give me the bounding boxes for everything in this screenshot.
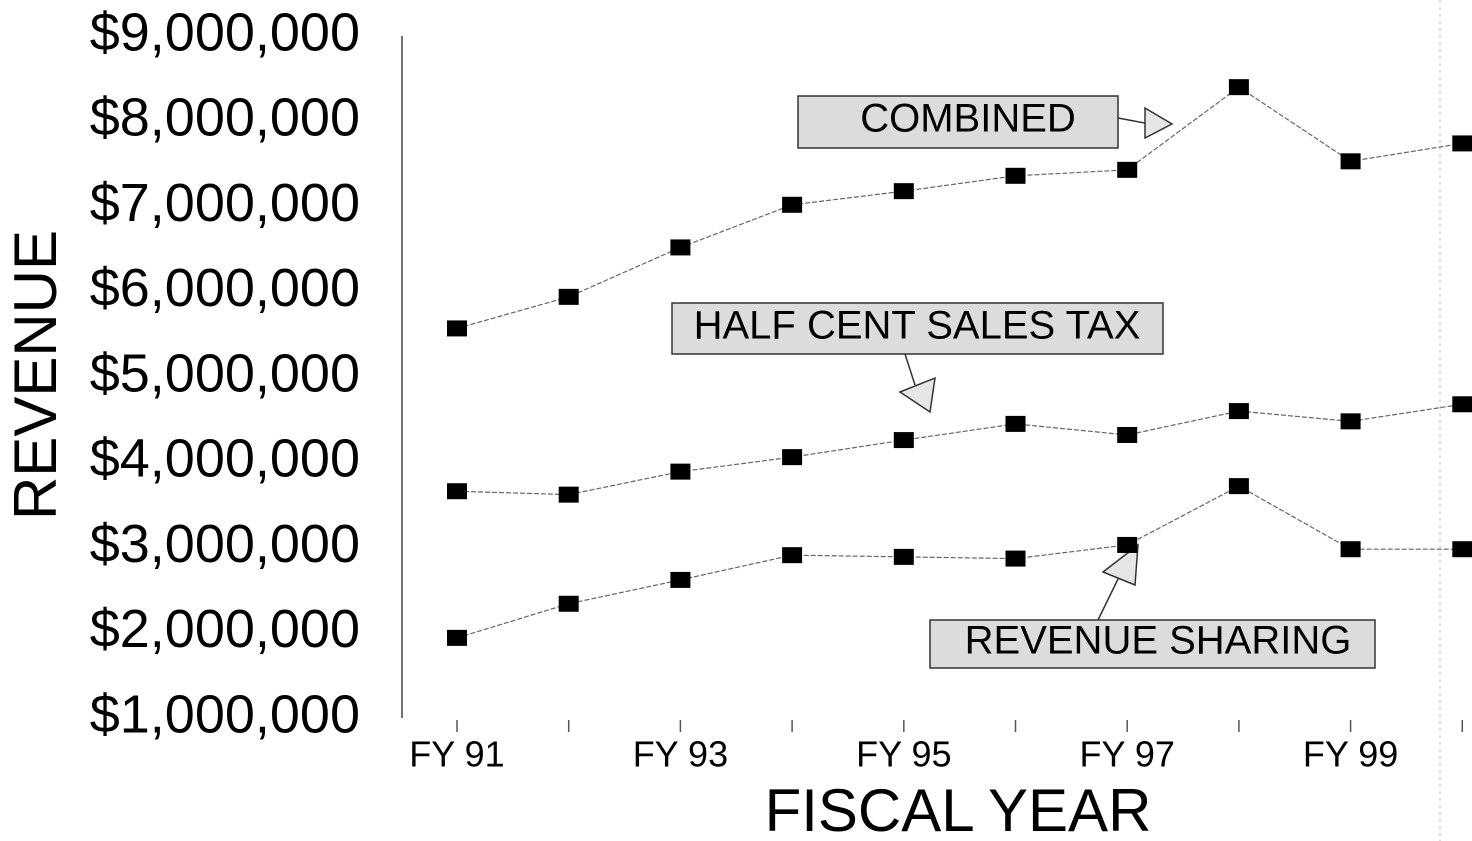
y-tick-label: $4,000,000 [90,429,360,489]
data-point [893,432,914,449]
data-point [1005,167,1026,184]
data-point [893,183,914,200]
data-point [1117,536,1138,553]
series-line [456,86,1463,329]
y-tick-label: $6,000,000 [90,258,360,318]
y-tick-label: $7,000,000 [90,173,360,233]
y-tick-label: $1,000,000 [90,684,360,744]
y-tick-label: $8,000,000 [90,88,360,148]
data-point [670,571,691,588]
data-point [782,547,803,564]
data-point [1228,403,1249,420]
data-point [558,486,579,503]
data-point [558,595,579,612]
data-point [447,483,467,500]
annotation-label: COMBINED [860,97,1076,141]
data-point [1340,541,1361,558]
y-tick-label: $9,000,000 [90,2,360,62]
data-point [1340,413,1361,430]
annotation-label: HALF CENT SALES TAX [694,304,1141,348]
data-point [1452,541,1472,558]
data-point [1005,550,1026,567]
y-tick-label: $3,000,000 [90,514,360,574]
annotation-boxes [671,95,1376,669]
data-point [1117,426,1138,443]
data-point [670,239,691,256]
data-point [1452,135,1472,152]
x-tick-label: FY 93 [633,734,728,775]
data-point [447,629,467,646]
annotation-arrows [898,106,1174,621]
data-point [447,320,467,337]
data-point [782,196,803,213]
y-axis-label: REVENUE [2,230,69,520]
data-point [782,449,803,466]
x-tick-label: FY 91 [409,734,504,775]
data-point [1452,396,1472,413]
data-point [1117,161,1138,178]
x-axis-label: FISCAL YEAR [765,777,1152,841]
y-tick-label: $2,000,000 [90,599,360,659]
annotation-label: REVENUE SHARING [965,619,1352,663]
series-line [456,485,1463,639]
series-line [456,403,1463,496]
x-tick-label: FY 95 [856,734,951,775]
data-point [670,463,691,480]
data-point [893,548,914,565]
data-point [1005,415,1026,432]
data-point [558,288,579,305]
data-point [1228,478,1249,495]
data-point [1228,79,1249,96]
data-point [1340,153,1361,170]
x-tick-label: FY 97 [1079,734,1174,775]
y-tick-label: $5,000,000 [90,343,360,403]
x-tick-label: FY 99 [1303,734,1398,775]
